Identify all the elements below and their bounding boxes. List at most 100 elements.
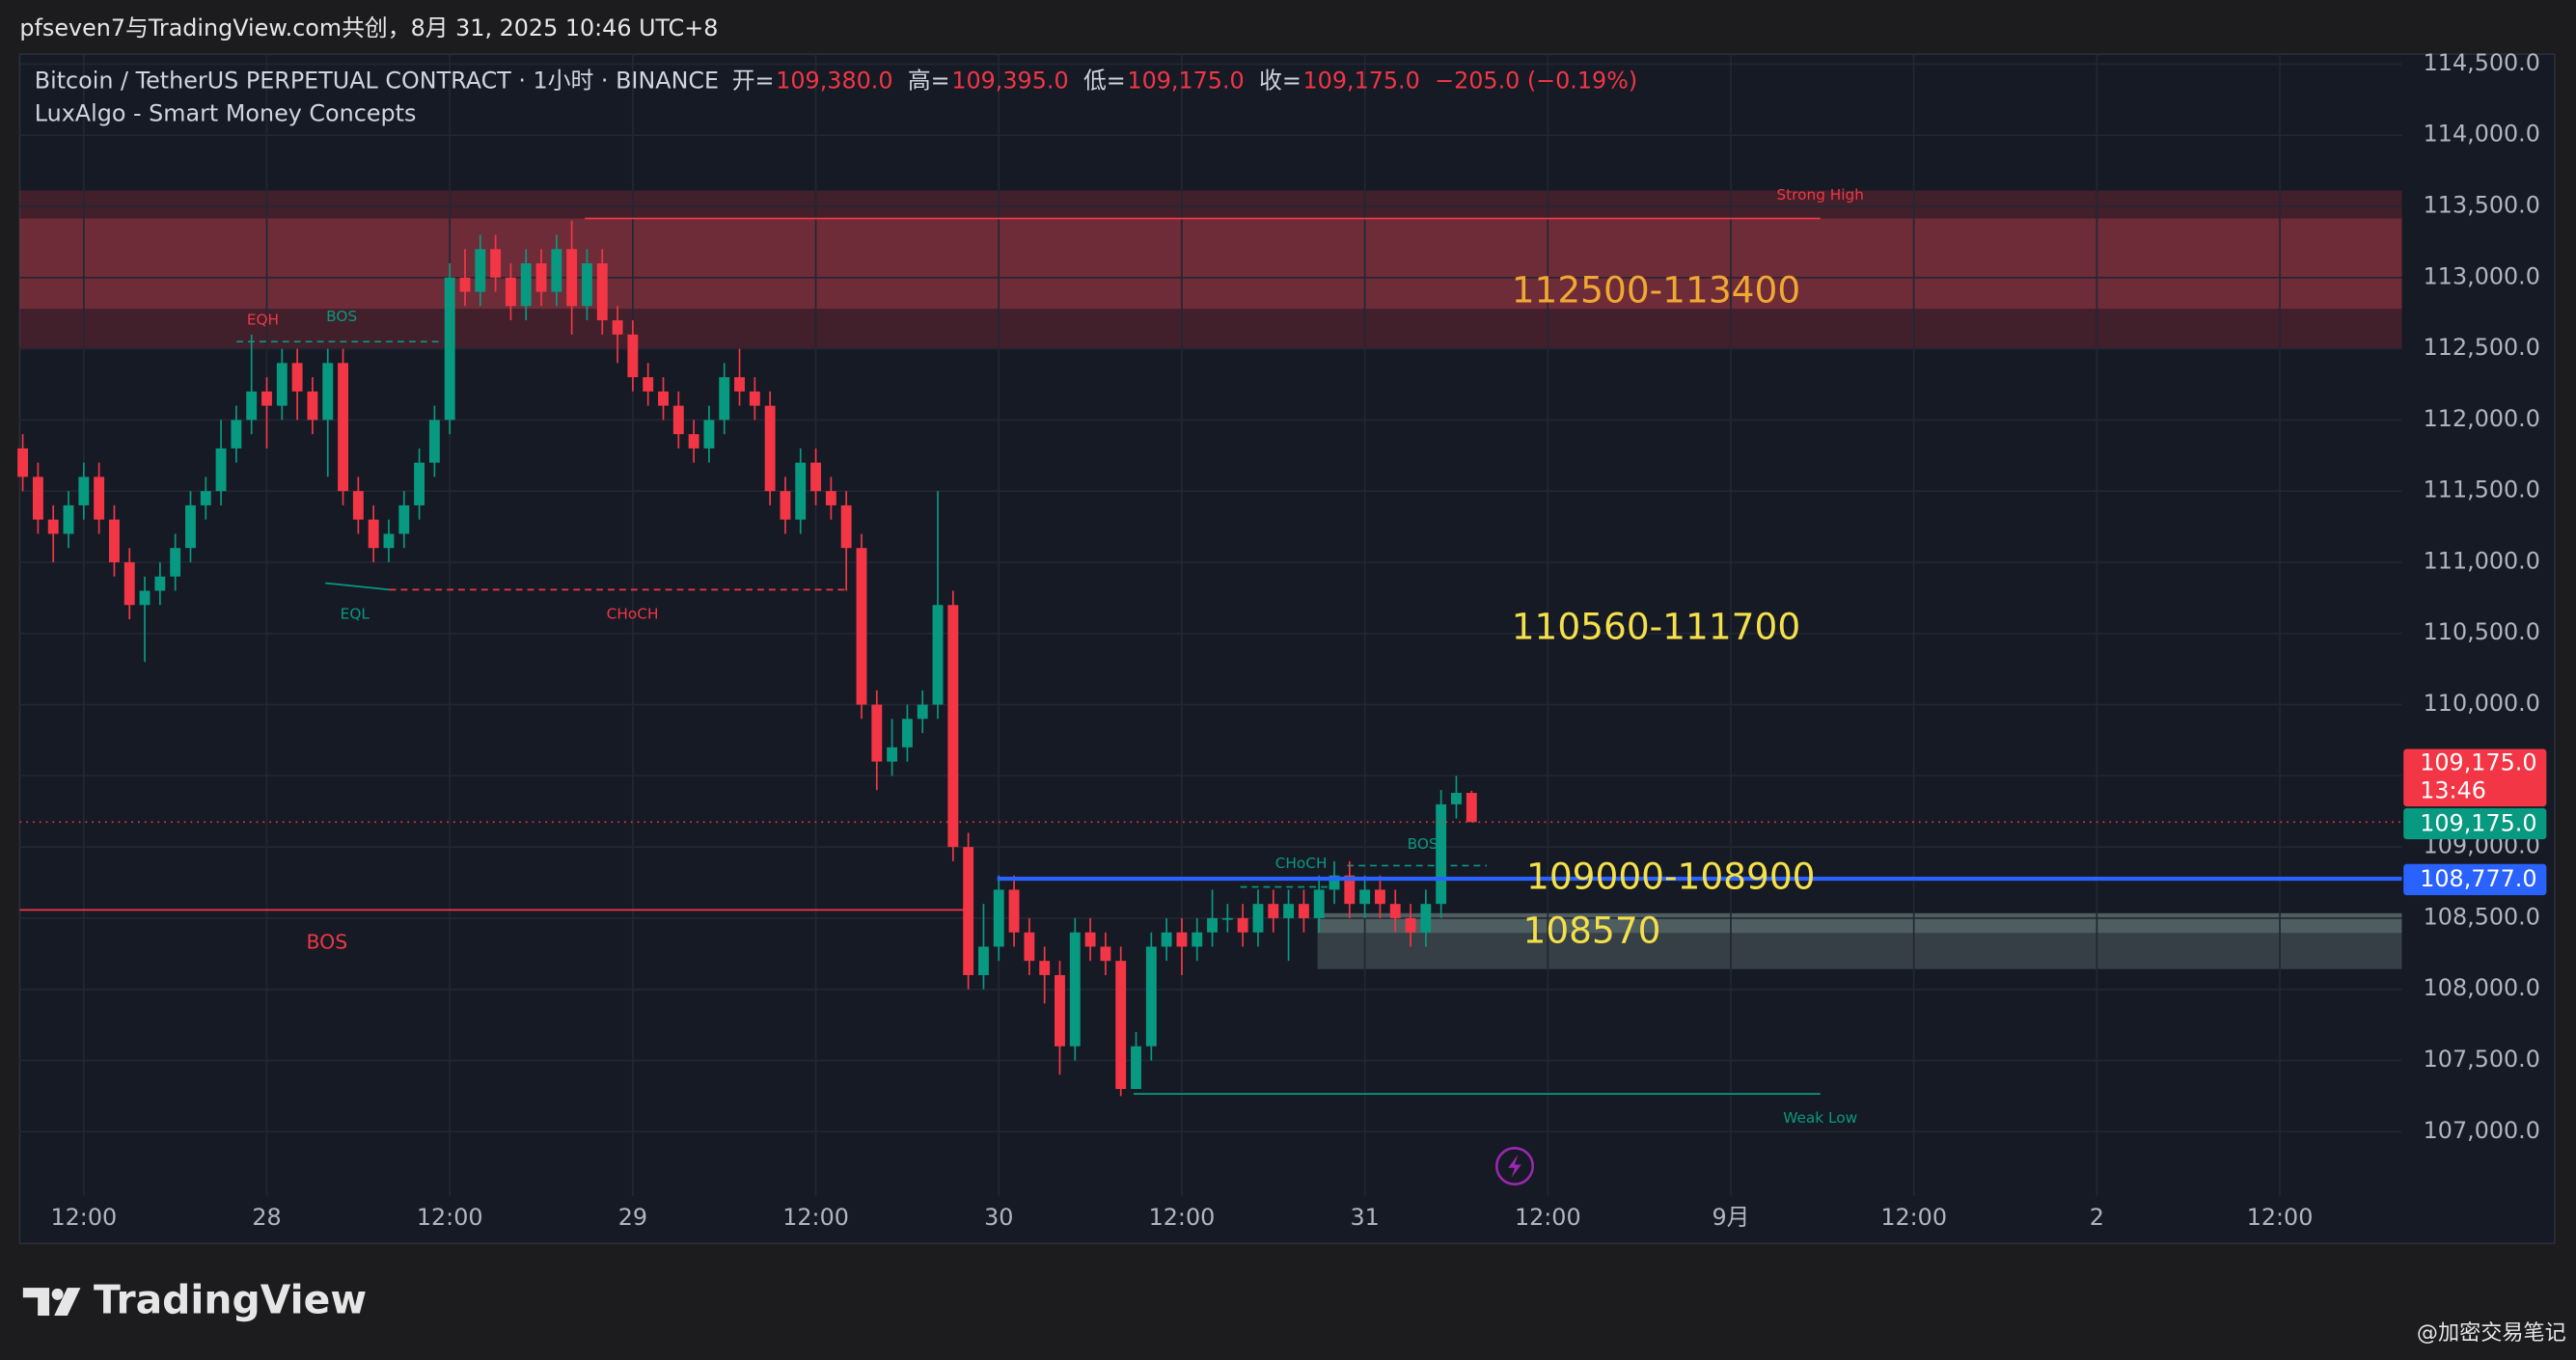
brand: TradingView [94,1276,367,1322]
candle-body [840,504,852,549]
x-tick-label: 12:00 [50,1204,117,1231]
zone-label: 108570 [1523,910,1661,952]
candle-body [291,363,303,392]
candle-body [582,263,592,307]
candle-body [1283,904,1295,918]
candle-body [1436,803,1447,905]
candle-body [1389,904,1401,918]
candle-body [32,476,43,520]
candle-body [1237,917,1248,933]
supply-zone-core [19,218,2402,310]
candle-body [47,519,59,534]
candle-body [520,263,532,307]
candle-body [1192,932,1203,947]
candle-body [1055,974,1065,1047]
smc-label: EQL [341,605,370,622]
candle-body [688,434,699,449]
candle-body [398,504,410,534]
y-tick-label: 108,000.0 [2424,974,2540,1001]
candle-body [856,548,867,705]
candle-body [901,719,913,748]
y-tick-label: 110,000.0 [2424,690,2540,717]
legend-key: 高= [908,68,950,95]
smc-label: Strong High [1776,186,1864,204]
candle-body [414,462,425,505]
candle-body [428,420,440,463]
candle-body [1207,917,1218,933]
candle-body [1405,917,1416,933]
legend-value: 109,175.0 [1127,68,1244,95]
candle-body [123,561,135,606]
x-tick-label: 12:00 [1515,1204,1581,1231]
y-tick-label: 112,000.0 [2424,405,2540,432]
price-line-tag [2403,863,2547,896]
candle-body [1131,1046,1141,1090]
demand-zone-core [1317,912,2402,934]
smc-label: Weak Low [1783,1109,1857,1127]
candle-body [1466,793,1477,823]
event-bolt [1508,1155,1521,1178]
demand-zone [1317,912,2402,969]
candle-body [154,576,166,591]
legend-value: 109,395.0 [951,68,1068,95]
candle-body [322,363,334,421]
last-price-tag [2403,748,2547,807]
candle-body [78,476,90,505]
smc-label: BOS [326,308,357,325]
candle-body [917,704,928,720]
candle-body [1024,932,1035,962]
candle-body [231,420,242,449]
y-tick-label: 113,500.0 [2424,191,2540,218]
candle-body [1100,946,1111,962]
y-tick-label: 114,500.0 [2424,49,2540,76]
candle-body [261,391,272,406]
candle-body [1221,917,1233,920]
candle-body [200,491,211,505]
candle-body [1252,904,1264,933]
candle-body [734,377,745,392]
legend-key: 开= [732,68,775,95]
candle-body [947,605,959,848]
x-tick-label: 12:00 [1880,1204,1947,1231]
candle-body [1176,932,1188,947]
candle-body [810,462,822,492]
candle-body [963,847,974,975]
x-tick-label: 12:00 [2247,1204,2314,1231]
smc-label: BOS [1408,835,1439,853]
candle-body [1374,889,1385,905]
candle-body [215,448,227,492]
x-tick-label: 28 [252,1204,281,1231]
smc-label: EQH [247,312,279,329]
y-tick-label: 107,000.0 [2424,1117,2540,1144]
legend-value: 109,175.0 [1303,68,1420,95]
x-tick-label: 12:00 [417,1204,483,1231]
event-icon[interactable] [1494,1147,1534,1186]
smc-label: BOS [307,930,348,953]
candle-body [672,405,684,435]
legend-change: −205.0 (−0.19%) [1435,68,1637,95]
candle-body [1069,932,1081,1047]
candle-body [825,491,836,505]
candle-body [1298,904,1309,918]
candle-body [444,277,455,421]
legend-value: 109,380.0 [776,68,892,95]
candle-body [1145,946,1157,1047]
x-tick-label: 29 [618,1204,647,1231]
y-tick-label: 108,500.0 [2424,903,2540,930]
candle-body [383,533,395,549]
ohlc-legend: 开= 109,380.0 高= 109,395.0 低= 109,175.0 收= 109,1… [732,68,1637,95]
candle-body [307,391,318,421]
candle-body [459,277,471,292]
candle-body [1420,904,1432,933]
zone-label: 109000-108900 [1526,856,1815,898]
y-tick-label: 112,500.0 [2424,334,2540,361]
candle-body [63,504,74,534]
candle-body [780,491,791,520]
candle-body [566,249,578,307]
logo: TradingView [22,1276,367,1322]
legend-key: 收= [1259,68,1302,95]
watermark: @加密交易笔记 [2417,1320,2566,1346]
candle-body [139,590,151,606]
